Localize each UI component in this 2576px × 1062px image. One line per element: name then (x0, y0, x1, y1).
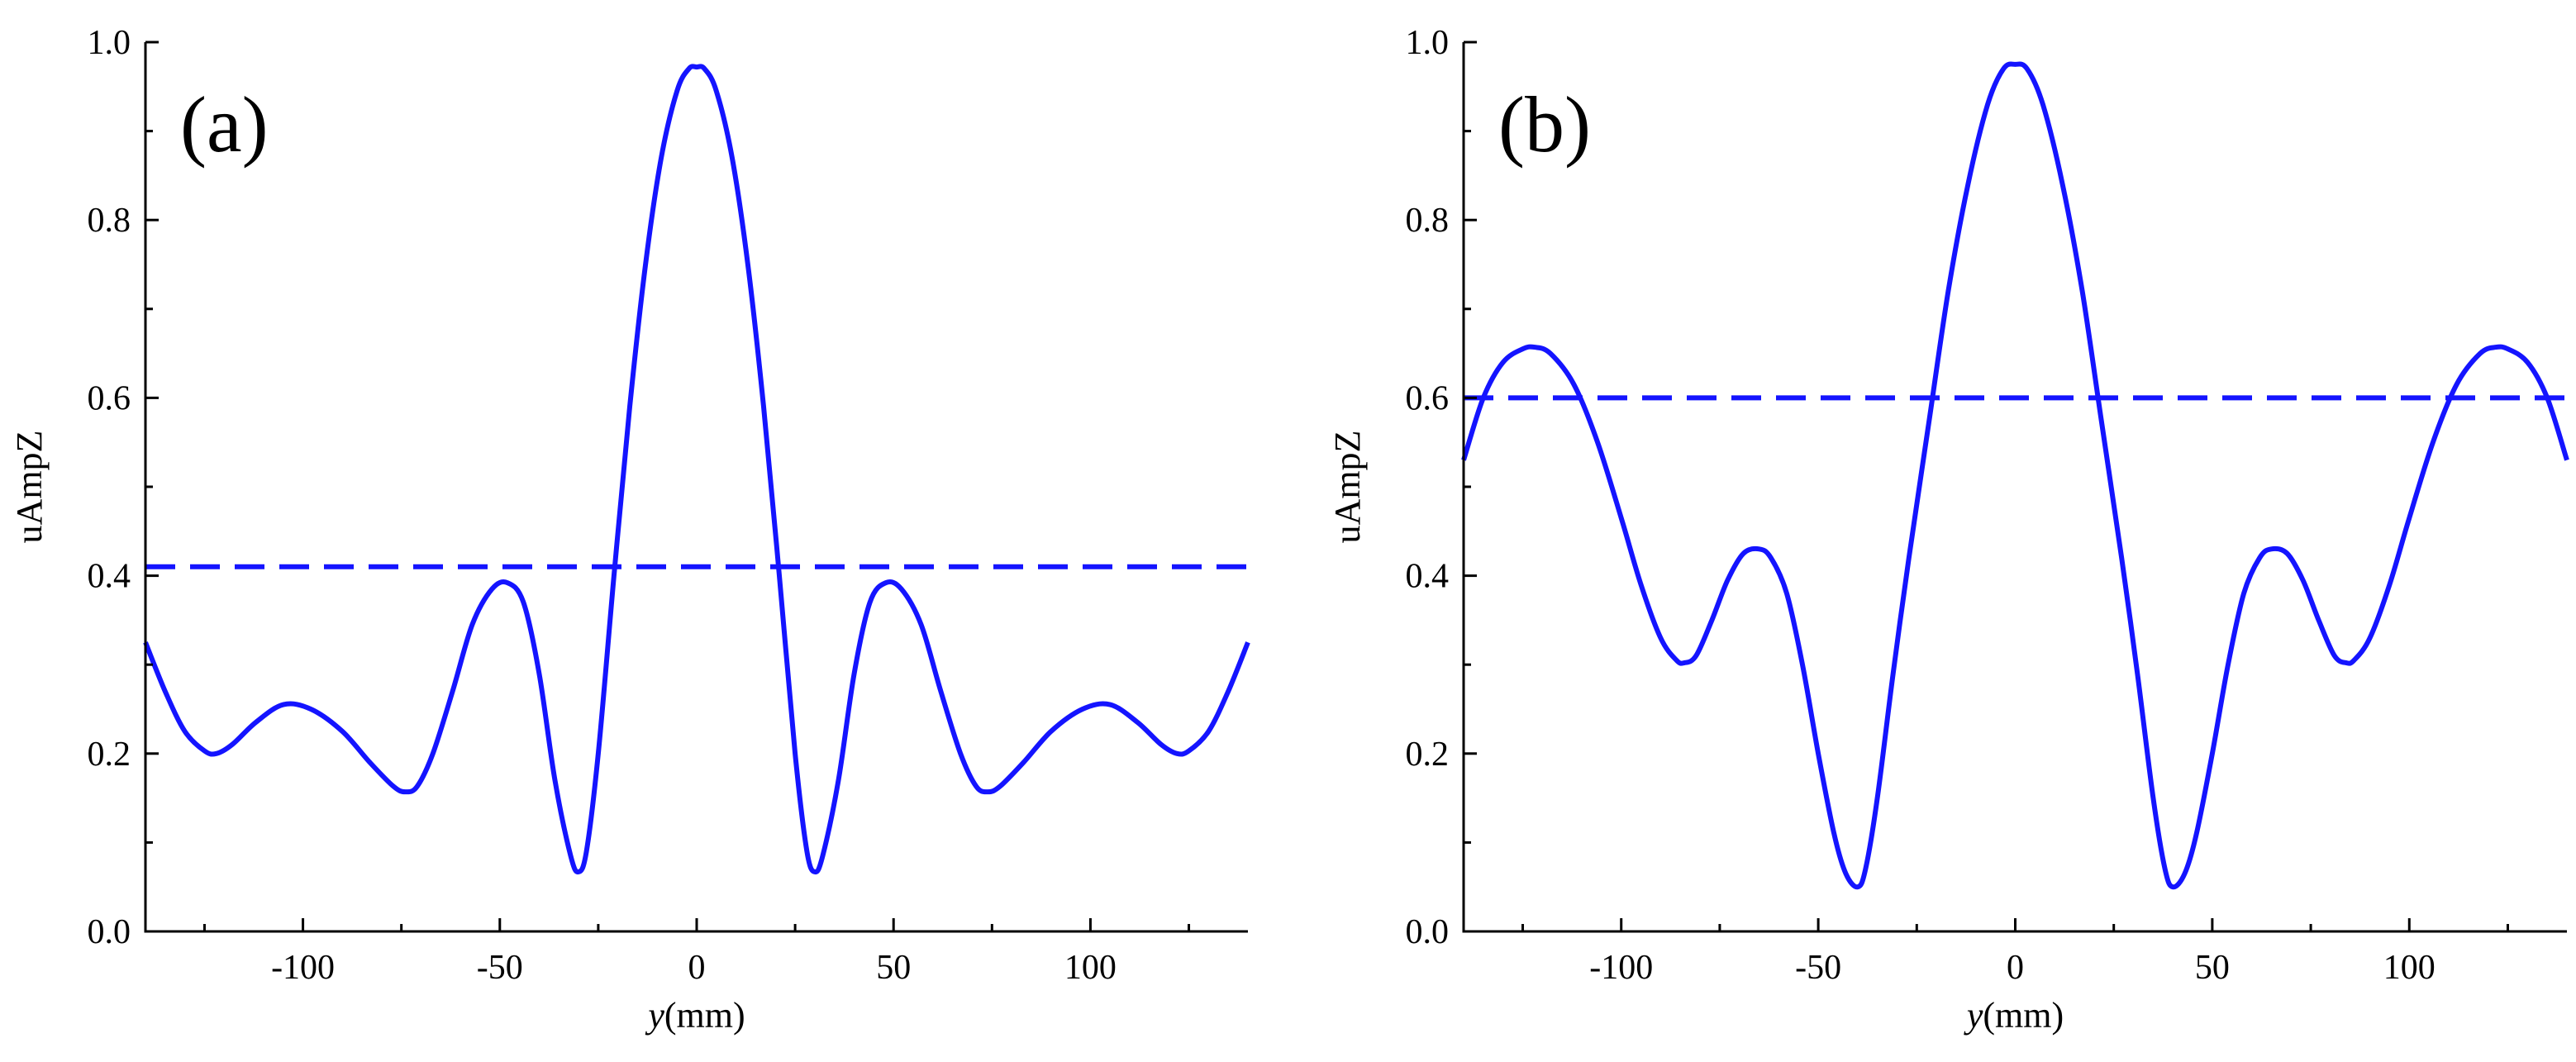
x-axis-variable: y (645, 995, 664, 1036)
x-tick-label: -50 (477, 949, 523, 987)
y-axis-title: uAmpZ (9, 431, 50, 544)
x-tick-label: 0 (688, 949, 706, 987)
solid-series-line (143, 64, 1250, 875)
x-tick-label: -100 (271, 949, 335, 987)
panel-label: (b) (1498, 80, 1591, 169)
x-axis-title: y(mm) (645, 995, 745, 1036)
x-tick-label: 50 (876, 949, 911, 987)
y-tick-label: 0.0 (88, 913, 131, 951)
y-tick-label: 0.0 (1406, 913, 1450, 951)
y-tick-label: 0.2 (88, 736, 131, 774)
x-axis-title: y(mm) (1964, 995, 2064, 1036)
y-tick-label: 0.6 (88, 379, 131, 417)
x-tick-label: 0 (2007, 949, 2024, 987)
x-tick-label: 100 (1064, 949, 1117, 987)
axis-spines (144, 42, 1248, 933)
panel-a: 0.0 0.2 0.4 0.6 0.8 1.0 -100 -50 0 50 100 y(mm) uAmp… (9, 24, 1250, 1036)
x-tick-label: -100 (1589, 949, 1653, 987)
x-axis-unit: (mm) (664, 995, 745, 1036)
y-axis-title: uAmpZ (1327, 431, 1368, 544)
x-axis-variable: y (1964, 995, 1983, 1036)
axis-spines (1462, 42, 2567, 933)
y-tick-label: 0.2 (1406, 736, 1450, 774)
y-tick-label: 0.8 (88, 202, 131, 240)
x-tick-label: -50 (1795, 949, 1841, 987)
panel-b: 0.0 0.2 0.4 0.6 0.8 1.0 -100 -50 0 50 100 y(mm) uAmp… (1327, 24, 2569, 1036)
y-tick-label: 0.4 (1406, 558, 1450, 596)
x-axis-unit: (mm) (1983, 995, 2064, 1036)
y-tick-label: 0.8 (1406, 202, 1450, 240)
x-tick-label: 50 (2195, 949, 2230, 987)
y-tick-label: 1.0 (1406, 24, 1450, 62)
y-tick-label: 0.4 (88, 558, 131, 596)
panel-label: (a) (180, 80, 269, 169)
x-tick-label: 100 (2383, 949, 2436, 987)
y-tick-label: 1.0 (88, 24, 131, 62)
solid-series-line (1461, 61, 2569, 890)
y-tick-label: 0.6 (1406, 379, 1450, 417)
